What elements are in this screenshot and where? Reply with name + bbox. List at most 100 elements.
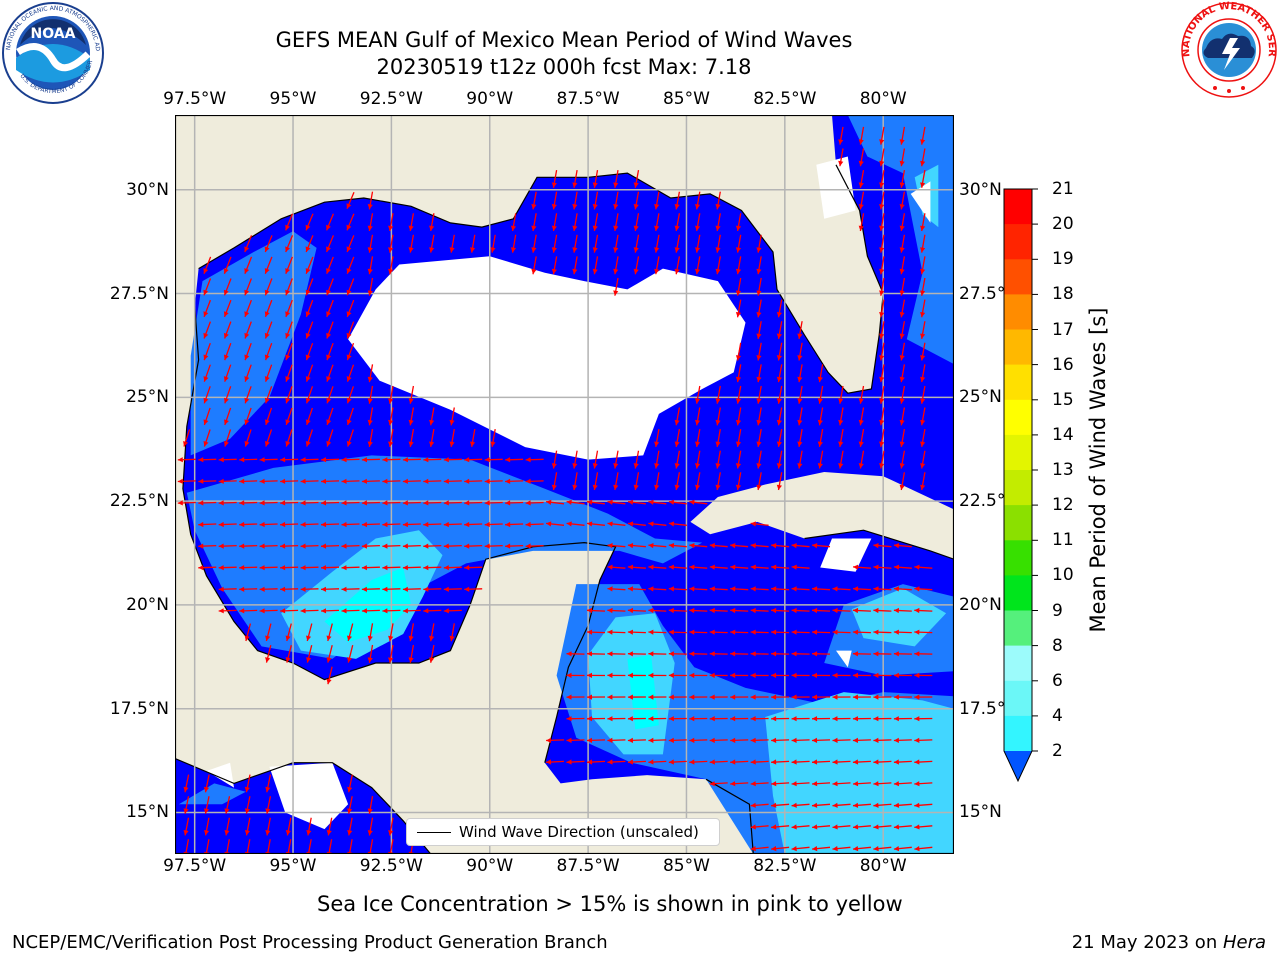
wave-direction-arrowhead — [382, 478, 388, 484]
wave-direction-arrowhead — [203, 786, 209, 793]
wave-direction-arrowhead — [750, 802, 756, 808]
colorbar-segment — [1004, 434, 1032, 471]
wave-direction-arrowhead — [812, 629, 818, 635]
wave-direction-arrowhead — [280, 586, 286, 592]
wave-direction-arrowhead — [817, 419, 823, 426]
wave-direction-arrowhead — [689, 737, 695, 743]
wave-direction-arrow — [225, 839, 230, 854]
wave-direction-arrowhead — [367, 290, 373, 296]
colorbar-segment — [1004, 575, 1032, 612]
wave-direction-arrowhead — [484, 500, 490, 506]
wave-direction-arrowhead — [730, 543, 736, 549]
wave-direction-arrowhead — [382, 457, 388, 463]
wave-direction-arrowhead — [858, 463, 864, 469]
wave-direction-arrowhead — [285, 657, 291, 663]
wave-direction-arrowhead — [654, 247, 660, 253]
wave-direction-arrowhead — [198, 457, 204, 463]
wave-direction-arrowhead — [449, 247, 455, 253]
wave-direction-arrowhead — [305, 289, 311, 296]
wave-direction-arrowhead — [914, 672, 920, 678]
wave-direction-arrowhead — [285, 268, 290, 274]
wave-direction-arrowhead — [709, 607, 715, 614]
wave-direction-arrowhead — [791, 543, 797, 549]
wave-direction-arrowhead — [838, 398, 844, 404]
colorbar-segment — [1004, 505, 1032, 541]
wave-direction-arrowhead — [388, 419, 394, 426]
wave-direction-arrowhead — [756, 268, 762, 275]
wave-direction-arrowhead — [893, 672, 899, 678]
wave-direction-arrowhead — [750, 737, 756, 743]
wave-direction-arrowhead — [812, 651, 818, 657]
wave-direction-arrowhead — [531, 204, 537, 210]
wave-direction-arrowhead — [218, 565, 224, 571]
wave-direction-arrowhead — [771, 672, 777, 678]
wave-direction-arrowhead — [300, 608, 306, 614]
wave-direction-arrowhead — [648, 543, 654, 549]
wave-direction-arrowhead — [750, 564, 756, 570]
wave-direction-arrowhead — [326, 397, 332, 404]
wave-direction-arrowhead — [347, 786, 353, 793]
wave-direction-arrowhead — [443, 478, 449, 484]
wave-direction-arrowhead — [361, 521, 367, 528]
wave-direction-arrowhead — [730, 586, 736, 592]
wave-direction-arrowhead — [183, 830, 189, 836]
wave-direction-arrowhead — [858, 398, 864, 404]
wave-direction-arrow — [287, 839, 292, 854]
wave-direction-arrowhead — [668, 586, 674, 592]
wave-direction-arrowhead — [367, 830, 373, 836]
wave-direction-arrowhead — [388, 657, 394, 663]
wave-direction-arrowhead — [607, 586, 613, 592]
wave-direction-arrowhead — [388, 635, 394, 642]
wave-direction-arrowhead — [674, 268, 680, 275]
lon-label-bottom: 90°W — [466, 856, 514, 876]
wave-direction-arrowhead — [873, 824, 879, 830]
wave-direction-arrowhead — [873, 759, 879, 765]
wave-direction-arrowhead — [627, 543, 634, 549]
wave-direction-arrowhead — [346, 376, 352, 382]
wave-direction-arrowhead — [674, 463, 680, 469]
wave-direction-arrowhead — [443, 457, 449, 463]
wave-direction-arrowhead — [607, 607, 613, 614]
wave-direction-arrowhead — [443, 586, 449, 592]
wave-direction-arrowhead — [326, 332, 332, 339]
wave-direction-arrowhead — [852, 672, 858, 678]
wave-direction-arrowhead — [484, 543, 490, 549]
wave-direction-arrowhead — [572, 225, 578, 231]
wave-direction-arrowhead — [715, 247, 721, 253]
wave-direction-arrowhead — [648, 629, 654, 635]
wave-direction-arrowhead — [797, 333, 803, 339]
wave-direction-arrowhead — [654, 463, 660, 469]
wave-direction-arrowhead — [607, 672, 613, 678]
wave-direction-arrowhead — [873, 564, 879, 570]
wave-direction-arrowhead — [735, 268, 742, 275]
wave-direction-arrowhead — [525, 543, 531, 549]
wave-direction-arrowhead — [899, 312, 905, 318]
wave-direction-arrowhead — [750, 543, 756, 549]
wave-direction-arrowhead — [218, 457, 224, 463]
wave-direction-arrowhead — [920, 139, 926, 145]
wave-direction-arrowhead — [218, 608, 224, 614]
wave-direction-arrowhead — [244, 354, 250, 361]
wave-direction-arrowhead — [505, 521, 511, 528]
wave-direction-arrowhead — [668, 607, 674, 614]
wave-direction-arrowhead — [546, 737, 552, 743]
wave-direction-arrowhead — [750, 759, 756, 765]
wave-direction-arrowhead — [756, 247, 762, 253]
wave-direction-arrowhead — [177, 500, 183, 506]
wave-direction-arrowhead — [791, 694, 797, 700]
wave-direction-arrowhead — [695, 204, 701, 210]
wave-direction-arrowhead — [852, 694, 858, 700]
wave-direction-arrowhead — [587, 672, 592, 678]
wave-direction-arrowhead — [853, 846, 859, 852]
wave-direction-arrowhead — [551, 268, 557, 275]
wave-direction-arrowhead — [654, 204, 660, 210]
wave-direction-arrowhead — [914, 586, 920, 592]
wave-direction-arrowhead — [899, 225, 905, 231]
wave-direction-arrowhead — [914, 651, 920, 657]
wave-direction-arrowhead — [305, 376, 311, 382]
wave-direction-arrowhead — [832, 781, 838, 787]
wave-direction-arrowhead — [914, 694, 920, 700]
wave-direction-arrowhead — [449, 419, 455, 426]
wave-direction-arrowhead — [695, 398, 701, 404]
wave-direction-arrowhead — [306, 657, 312, 663]
